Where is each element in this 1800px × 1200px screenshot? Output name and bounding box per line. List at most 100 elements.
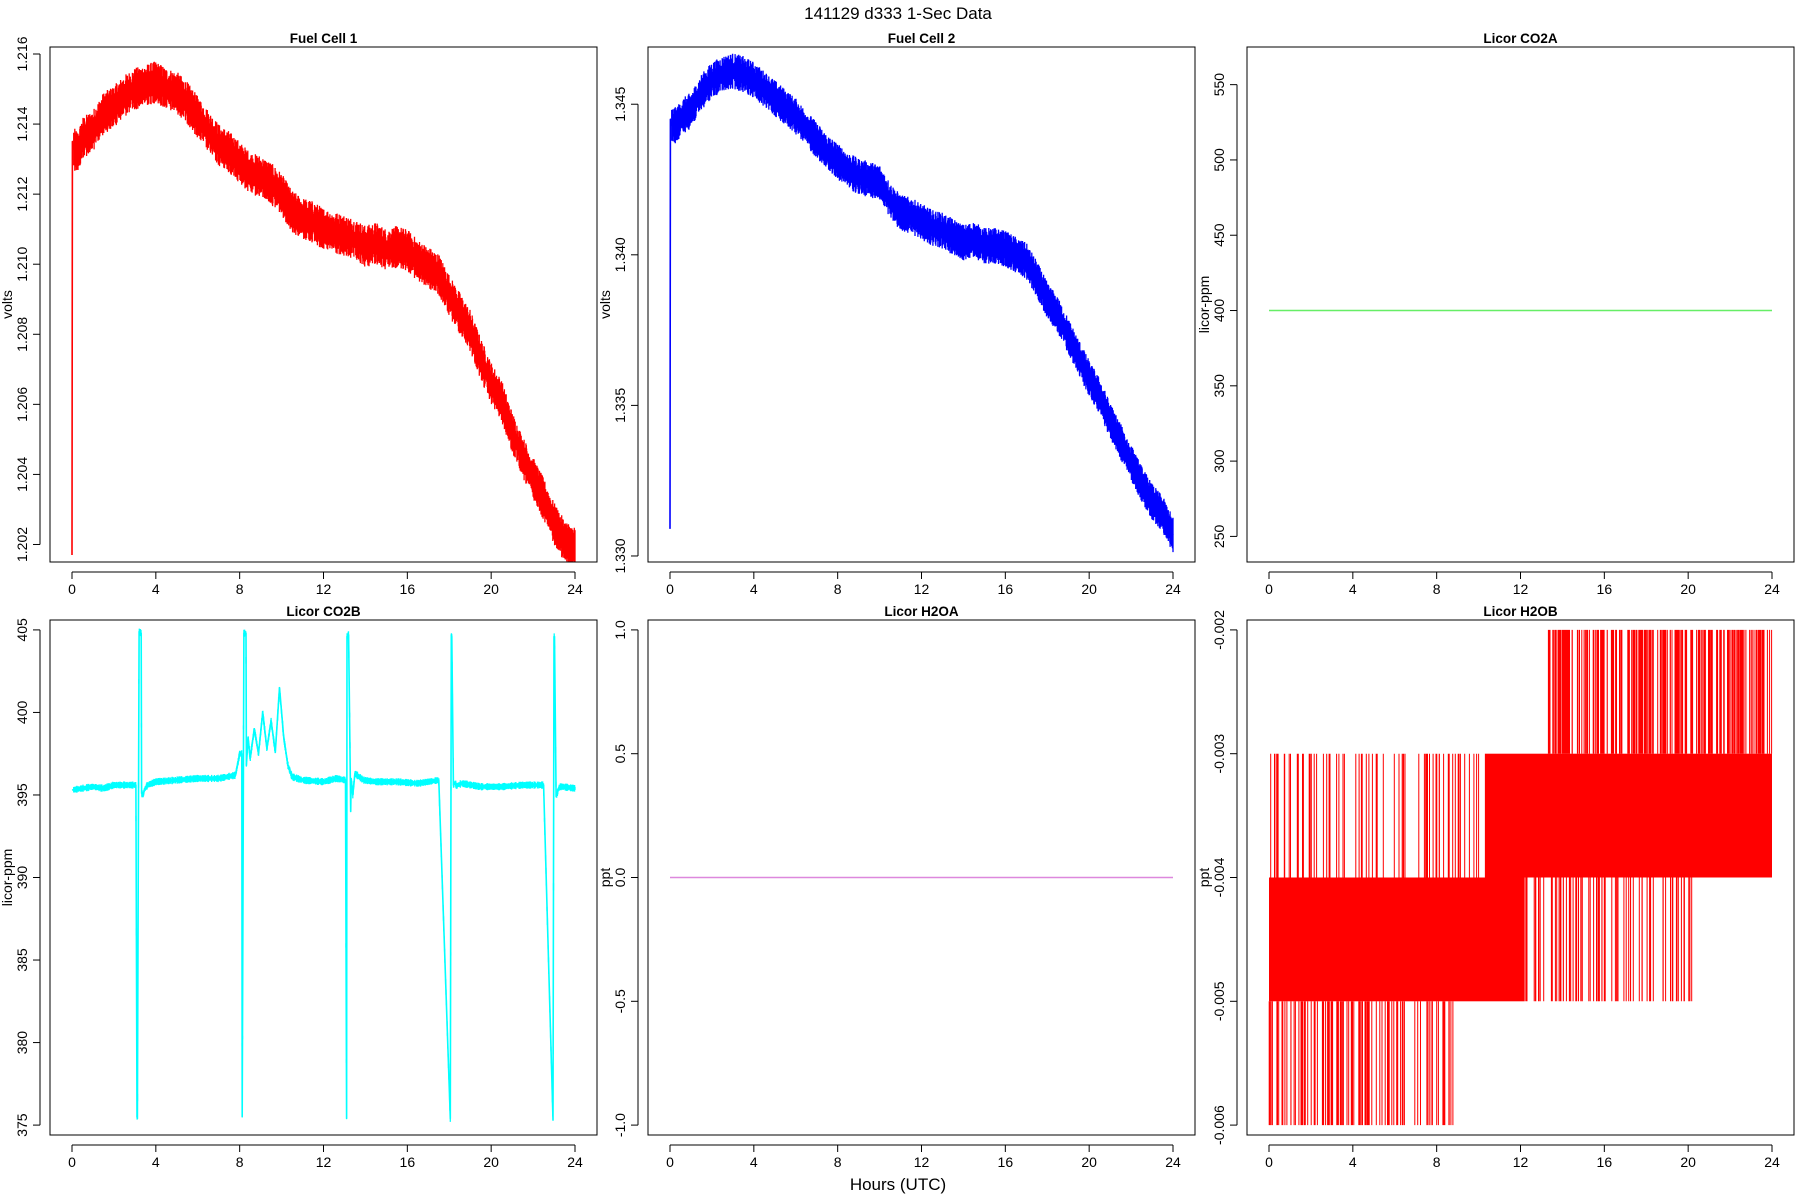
y-tick-label: 1.340 (612, 237, 628, 272)
panel-title: Fuel Cell 1 (290, 31, 358, 46)
y-tick-label: 390 (14, 866, 30, 890)
x-tick-label: 16 (1597, 1154, 1613, 1170)
y-tick-label: 1.0 (612, 620, 628, 640)
y-tick-label: -0.005 (1211, 981, 1227, 1021)
y-axis-label: volts (597, 290, 613, 319)
x-tick-label: 0 (666, 1154, 674, 1170)
x-tick-label: 24 (1165, 1154, 1181, 1170)
x-tick-label: 12 (1513, 581, 1529, 597)
y-axis-label: ppt (1196, 868, 1212, 888)
x-tick-label: 0 (68, 1154, 76, 1170)
figure-xlabel: Hours (UTC) (850, 1175, 946, 1194)
x-tick-label: 16 (400, 1154, 416, 1170)
data-noise (73, 628, 576, 1122)
x-tick-label: 24 (567, 1154, 583, 1170)
y-tick-label: 0.5 (612, 744, 628, 764)
data-noise (671, 53, 1174, 553)
data-line (669, 70, 1174, 536)
y-axis-label: licor-ppm (0, 849, 15, 907)
y-tick-label: 1.212 (14, 176, 30, 211)
data-noise (73, 61, 576, 562)
y-tick-label: 550 (1211, 73, 1227, 97)
x-tick-label: 16 (400, 581, 416, 597)
x-tick-label: 8 (1433, 1154, 1441, 1170)
y-tick-label: 1.206 (14, 387, 30, 422)
figure-title: 141129 d333 1-Sec Data (804, 4, 992, 23)
y-tick-label: 405 (14, 618, 30, 642)
series-area (71, 61, 576, 562)
y-tick-label: 250 (1211, 525, 1227, 549)
x-tick-label: 24 (1764, 581, 1780, 597)
y-tick-label: 1.204 (14, 457, 30, 492)
y-tick-label: 1.330 (612, 538, 628, 573)
y-axis-label: volts (0, 290, 15, 319)
x-tick-label: 0 (68, 581, 76, 597)
y-tick-label: -0.006 (1211, 1105, 1227, 1145)
x-tick-label: 4 (152, 581, 160, 597)
plot-frame (49, 46, 598, 563)
y-tick-label: -0.003 (1211, 734, 1227, 774)
series-area (669, 53, 1174, 553)
y-tick-label: -0.5 (612, 989, 628, 1013)
y-tick-label: 1.210 (14, 246, 30, 281)
y-tick-label: 380 (14, 1031, 30, 1055)
y-axis-label: licor-ppm (1196, 276, 1212, 334)
panel-2: Fuel Cell 2 volts 0 4 8 12 16 20 24 1.330 1.335 1.3… (597, 31, 1196, 597)
x-tick-label: 16 (998, 1154, 1014, 1170)
data-band (1484, 753, 1772, 878)
y-tick-label: -0.002 (1211, 610, 1227, 650)
data-spikes (1525, 877, 1693, 1002)
y-tick-label: 375 (14, 1113, 30, 1137)
series-area (1268, 629, 1773, 1126)
plot-frame (647, 46, 1196, 563)
data-line (71, 630, 576, 1121)
panel-6: Licor H2OB ppt 0 4 8 12 16 20 24 -0.006 -0.005 -0.0… (1196, 604, 1795, 1170)
y-tick-label: 400 (1211, 299, 1227, 323)
y-tick-label: 395 (14, 783, 30, 807)
y-tick-label: 300 (1211, 449, 1227, 473)
plot-frame (49, 619, 598, 1136)
panel-3: Licor CO2A licor-ppm 0 4 8 12 16 20 24 250 300 350 4… (1196, 31, 1795, 597)
x-tick-label: 12 (316, 1154, 332, 1170)
x-tick-label: 0 (1265, 1154, 1273, 1170)
x-tick-label: 4 (750, 1154, 758, 1170)
panel-title: Licor CO2B (286, 604, 361, 619)
y-tick-label: 385 (14, 948, 30, 972)
panel-title: Licor H2OA (884, 604, 959, 619)
x-tick-label: 20 (1680, 581, 1696, 597)
y-tick-label: 1.214 (14, 106, 30, 141)
data-spikes (1270, 753, 1480, 878)
x-tick-label: 20 (1680, 1154, 1696, 1170)
panels: Fuel Cell 1 volts 0 4 8 12 16 20 24 1.202 1.204 1.2… (0, 31, 1795, 1170)
y-tick-label: 0.0 (612, 868, 628, 888)
x-tick-label: 8 (834, 581, 842, 597)
y-tick-label: 1.202 (14, 527, 30, 562)
plot-frame (1246, 619, 1795, 1136)
x-tick-label: 4 (1349, 1154, 1357, 1170)
panel-5: Licor H2OA ppt 0 4 8 12 16 20 24 -1.0 -0.5 0.0 0.5 1.… (597, 604, 1196, 1170)
data-spikes (1268, 1001, 1454, 1126)
y-tick-label: 1.208 (14, 317, 30, 352)
x-tick-label: 12 (316, 581, 332, 597)
x-tick-label: 8 (1433, 581, 1441, 597)
panel-title: Licor H2OB (1483, 604, 1558, 619)
data-line (71, 81, 576, 556)
x-tick-label: 24 (567, 581, 583, 597)
panel-title: Licor CO2A (1483, 31, 1558, 46)
plot-frame (1246, 46, 1795, 563)
y-tick-label: 1.335 (612, 388, 628, 423)
x-tick-label: 4 (152, 1154, 160, 1170)
x-tick-label: 8 (236, 581, 244, 597)
x-tick-label: 20 (1081, 581, 1097, 597)
x-tick-label: 16 (1597, 581, 1613, 597)
y-axis-label: ppt (597, 868, 613, 888)
data-spikes (1547, 629, 1773, 754)
plot-frame (647, 619, 1196, 1136)
y-tick-label: 1.216 (14, 36, 30, 71)
x-tick-label: 12 (914, 581, 930, 597)
x-tick-label: 8 (834, 1154, 842, 1170)
y-tick-label: 450 (1211, 223, 1227, 247)
x-tick-label: 0 (666, 581, 674, 597)
y-tick-label: 400 (14, 701, 30, 725)
